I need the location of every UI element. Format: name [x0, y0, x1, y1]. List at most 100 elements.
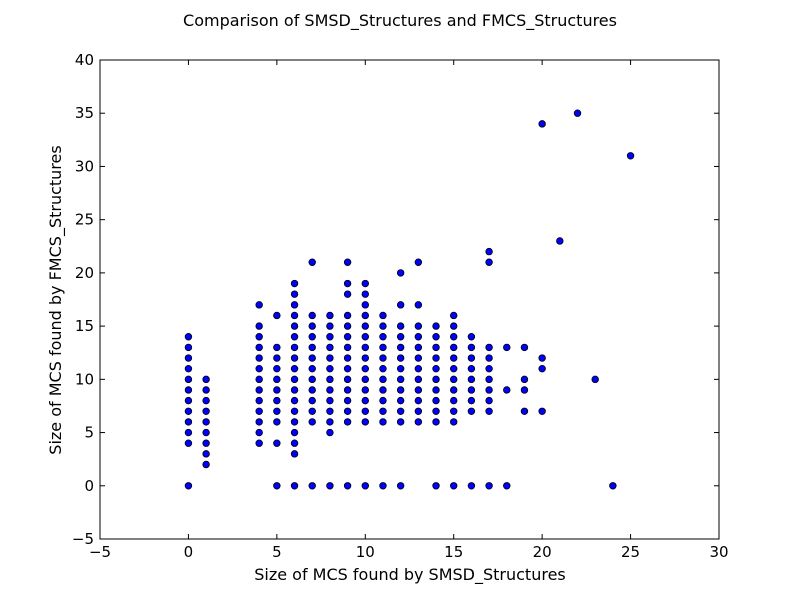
scatter-point — [273, 375, 281, 384]
scatter-point — [361, 290, 369, 298]
scatter-point — [290, 343, 299, 352]
scatter-point — [414, 322, 423, 330]
scatter-point — [255, 343, 263, 352]
scatter-point — [184, 482, 193, 490]
scatter-point — [414, 301, 423, 309]
scatter-point — [467, 375, 476, 384]
scatter-point — [485, 482, 493, 490]
scatter-point — [255, 407, 263, 415]
y-tick-label: 25 — [75, 211, 94, 229]
x-tick-label: −5 — [89, 543, 111, 561]
scatter-point — [255, 375, 263, 384]
scatter-point — [255, 428, 263, 437]
scatter-point — [184, 407, 193, 415]
y-tick-label: 20 — [75, 264, 94, 282]
scatter-point — [308, 354, 316, 362]
scatter-point — [308, 396, 316, 405]
scatter-point — [184, 375, 193, 384]
x-tick-label: 30 — [709, 543, 728, 561]
scatter-point — [361, 375, 369, 384]
scatter-point — [626, 152, 635, 160]
scatter-point — [273, 396, 281, 405]
scatter-point — [308, 333, 316, 341]
scatter-point — [503, 343, 511, 352]
scatter-point — [290, 418, 299, 426]
scatter-point — [467, 343, 476, 352]
scatter-point — [290, 407, 299, 415]
scatter-point — [450, 418, 458, 426]
scatter-point — [485, 364, 493, 373]
scatter-point — [414, 364, 423, 373]
y-tick-label: 0 — [84, 477, 94, 495]
scatter-point — [343, 364, 352, 373]
scatter-point — [396, 396, 405, 405]
scatter-point — [326, 333, 334, 341]
scatter-point — [308, 386, 316, 394]
scatter-point — [290, 482, 299, 490]
scatter-point — [432, 343, 440, 352]
y-tick-label: 40 — [75, 51, 94, 69]
scatter-point — [202, 450, 210, 458]
scatter-point — [326, 386, 334, 394]
scatter-point — [290, 439, 299, 447]
scatter-point — [503, 482, 511, 490]
scatter-point — [379, 354, 387, 362]
scatter-point — [308, 311, 316, 320]
y-axis-label: Size of MCS found by FMCS_Structures — [46, 145, 66, 454]
scatter-point — [308, 482, 316, 490]
x-tick-label: 15 — [444, 543, 463, 561]
scatter-point — [326, 428, 334, 437]
scatter-point — [184, 354, 193, 362]
scatter-point — [255, 354, 263, 362]
scatter-point — [290, 311, 299, 320]
scatter-point — [343, 333, 352, 341]
scatter-point — [450, 354, 458, 362]
scatter-point — [520, 343, 529, 352]
scatter-point — [432, 375, 440, 384]
scatter-point — [432, 364, 440, 373]
scatter-point — [290, 428, 299, 437]
scatter-point — [432, 482, 440, 490]
scatter-point — [290, 333, 299, 341]
scatter-point — [361, 322, 369, 330]
scatter-point — [591, 375, 599, 384]
y-tick-label: 5 — [84, 424, 94, 442]
scatter-point — [326, 343, 334, 352]
scatter-point — [485, 396, 493, 405]
scatter-point — [255, 301, 263, 309]
scatter-point — [290, 354, 299, 362]
scatter-point — [184, 396, 193, 405]
y-tick-label: 35 — [75, 104, 94, 122]
scatter-point — [202, 418, 210, 426]
scatter-point — [343, 258, 352, 266]
scatter-point — [202, 386, 210, 394]
scatter-point — [343, 407, 352, 415]
scatter-point — [450, 407, 458, 415]
scatter-point — [414, 258, 423, 266]
scatter-point — [326, 364, 334, 373]
scatter-point — [361, 396, 369, 405]
scatter-point — [361, 418, 369, 426]
axis-ticks: −5 0 5 10 15 20 25 30 −5 0 5 10 15 20 25 30 35 40 — [72, 51, 729, 561]
scatter-point — [379, 333, 387, 341]
scatter-point — [609, 482, 617, 490]
scatter-point — [184, 439, 193, 447]
scatter-point — [273, 311, 281, 320]
scatter-point — [450, 386, 458, 394]
scatter-point — [273, 386, 281, 394]
scatter-point — [308, 375, 316, 384]
scatter-point — [485, 386, 493, 394]
scatter-point — [467, 354, 476, 362]
scatter-point — [396, 407, 405, 415]
scatter-point — [255, 386, 263, 394]
scatter-point — [184, 386, 193, 394]
scatter-point — [290, 322, 299, 330]
scatter-point — [485, 343, 493, 352]
scatter-point — [414, 418, 423, 426]
scatter-point — [414, 375, 423, 384]
scatter-point — [361, 407, 369, 415]
scatter-point — [273, 407, 281, 415]
scatter-point — [573, 109, 582, 117]
scatter-point — [485, 354, 493, 362]
